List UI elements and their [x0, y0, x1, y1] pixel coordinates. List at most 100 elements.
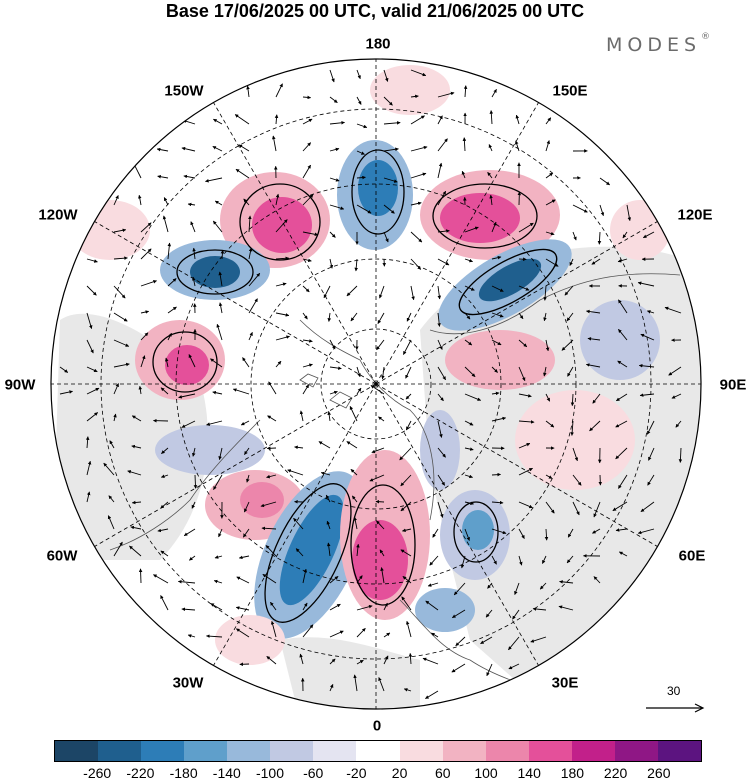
- wind-arrow: [437, 366, 446, 381]
- colorbar-segment: [184, 741, 228, 761]
- wind-arrow: [405, 620, 412, 638]
- wind-arrow: [356, 366, 361, 378]
- wind-arrow: [637, 528, 655, 535]
- lon-label-30e: 30E: [551, 674, 579, 692]
- wind-arrow: [218, 528, 223, 538]
- wind-arrow: [437, 258, 450, 266]
- wind-arrow: [464, 339, 473, 346]
- wind-arrow: [566, 555, 574, 564]
- wind-arrow: [243, 501, 250, 513]
- wind-arrow: [642, 231, 655, 239]
- wind-arrow: [329, 120, 345, 125]
- wind-arrow: [383, 204, 395, 214]
- wind-arrow: [437, 339, 443, 350]
- wind-arrow: [178, 393, 196, 399]
- colorbar-segment: [356, 741, 400, 761]
- wind-arrow: [486, 663, 493, 677]
- wind-arrow: [422, 657, 439, 665]
- colorbar-tick-label: 100: [474, 765, 498, 781]
- wind-arrow: [572, 447, 579, 462]
- wind-arrow: [191, 501, 196, 509]
- wind-arrow: [350, 312, 358, 322]
- wind-arrow: [410, 94, 419, 99]
- wind-arrow: [377, 312, 385, 324]
- wind-arrow: [518, 420, 535, 424]
- wind-arrow: [597, 231, 602, 245]
- wind-arrow: [451, 663, 466, 673]
- wind-arrow: [140, 280, 157, 287]
- wind-arrow: [235, 606, 250, 611]
- wind-arrow: [181, 607, 196, 612]
- wind-arrow: [512, 609, 520, 620]
- wind-arrow: [216, 323, 223, 341]
- wind-arrow: [491, 391, 500, 396]
- wind-arrow: [167, 242, 172, 260]
- wind-arrow: [167, 306, 177, 314]
- wind-arrow: [188, 354, 196, 368]
- wind-arrow: [140, 332, 149, 341]
- colorbar-segment: [98, 741, 142, 761]
- wind-arrow: [599, 177, 610, 186]
- wind-arrow: [532, 607, 547, 611]
- wind-arrow: [437, 420, 443, 438]
- wind-arrow: [592, 393, 601, 404]
- wind-arrow: [570, 393, 575, 407]
- colorbar-tick-label: -180: [169, 765, 198, 781]
- wind-arrow: [530, 636, 547, 643]
- wind-arrow: [518, 442, 531, 449]
- registered-mark: ®: [701, 32, 711, 42]
- wind-arrow: [567, 528, 574, 538]
- wind-arrow: [326, 520, 331, 530]
- colorbar-segment: [399, 741, 443, 761]
- wind-arrow: [329, 204, 345, 210]
- wind-arrow: [214, 200, 223, 206]
- wind-arrow: [109, 440, 115, 449]
- wind-arrow: [302, 164, 311, 179]
- wind-arrow: [326, 542, 331, 557]
- wind-arrow: [401, 596, 412, 611]
- wind-arrow: [302, 285, 310, 293]
- wind-arrow: [167, 278, 177, 287]
- wind-arrow: [160, 387, 169, 395]
- wind-arrow: [638, 363, 655, 368]
- wind-arrow: [287, 469, 304, 476]
- wind-arrow: [612, 501, 628, 512]
- wind-arrow: [405, 393, 412, 400]
- contour-lines: [152, 149, 558, 623]
- wind-arrow: [189, 555, 196, 561]
- wind-arrow: [234, 114, 250, 125]
- wind-arrow: [302, 118, 313, 125]
- wind-arrow: [187, 634, 196, 638]
- wind-arrow: [127, 470, 142, 476]
- colorbar-segment: [270, 741, 314, 761]
- lon-label-60w: 60W: [46, 547, 78, 565]
- wind-arrow: [320, 471, 331, 476]
- wind-arrow: [86, 491, 91, 503]
- wind-arrow: [410, 201, 422, 206]
- colorbar-tick-label: -220: [126, 765, 155, 781]
- wind-arrow: [508, 636, 520, 651]
- wind-arrow: [405, 420, 412, 431]
- wind-arrow: [86, 460, 92, 476]
- colorbar-tick-label: -260: [83, 765, 112, 781]
- wind-arrow: [545, 501, 555, 514]
- colorbar-segment: [614, 741, 658, 761]
- wind-arrow: [518, 366, 526, 382]
- wind-arrow: [238, 555, 250, 560]
- wind-arrow: [599, 204, 605, 217]
- wind-arrow: [59, 390, 73, 395]
- colorbar-tick-label: 180: [560, 765, 585, 781]
- wind-arrow: [206, 634, 223, 638]
- wind-arrow: [618, 299, 628, 314]
- colorbar-segment: [442, 741, 486, 761]
- wind-arrow: [380, 567, 385, 584]
- wind-arrow: [266, 474, 277, 479]
- wind-arrow: [559, 580, 574, 584]
- wind-arrow: [356, 123, 368, 129]
- wind-arrow: [491, 500, 504, 505]
- wind-vectors: [59, 69, 683, 699]
- wind-arrow: [437, 501, 444, 518]
- wind-arrow: [410, 69, 427, 77]
- wind-arrow: [491, 88, 497, 98]
- wind-arrow: [329, 258, 334, 269]
